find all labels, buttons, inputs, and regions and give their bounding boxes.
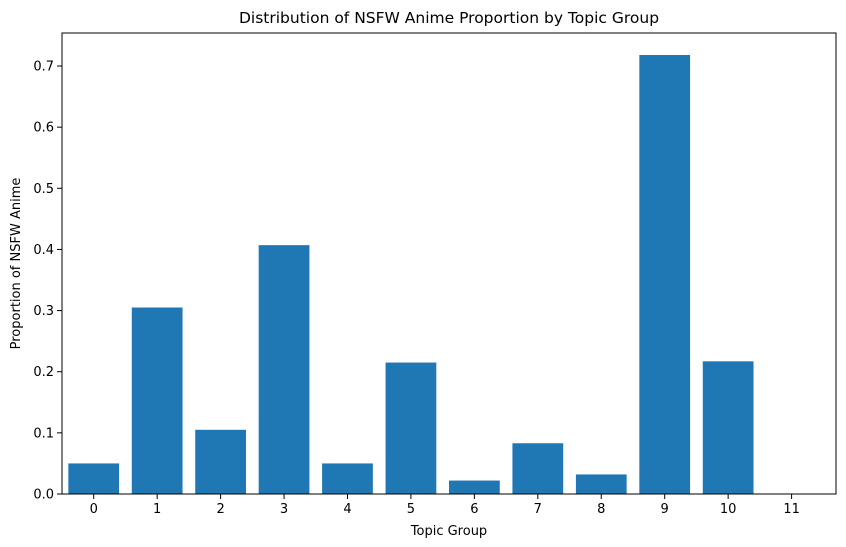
y-tick-label: 0.1	[33, 426, 54, 441]
x-tick-label: 3	[280, 502, 288, 517]
x-axis-label: Topic Group	[410, 524, 487, 539]
x-tick-label: 5	[407, 502, 415, 517]
bar-4	[322, 463, 373, 494]
bar-9	[639, 55, 691, 494]
y-tick-label: 0.5	[33, 182, 54, 197]
bar-0	[68, 463, 120, 494]
x-tick-label: 8	[597, 502, 605, 517]
chart-title: Distribution of NSFW Anime Proportion by…	[239, 9, 659, 27]
bar-2	[195, 429, 246, 494]
bar-7	[512, 443, 564, 494]
bar-1	[131, 307, 183, 494]
y-tick-label: 0.0	[33, 488, 54, 503]
y-tick-label: 0.6	[33, 121, 54, 136]
bar-10	[702, 361, 754, 494]
y-tick-label: 0.7	[33, 60, 54, 75]
x-tick-label: 9	[661, 502, 669, 517]
y-tick-label: 0.3	[33, 304, 54, 319]
x-tick-label: 2	[216, 502, 224, 517]
x-tick-label: 10	[720, 502, 737, 517]
bar-6	[449, 480, 500, 494]
bars-layer	[68, 55, 754, 494]
y-tick-label: 0.4	[33, 243, 54, 258]
y-tick-label: 0.2	[33, 365, 54, 380]
x-tick-label: 7	[534, 502, 542, 517]
bar-8	[575, 474, 627, 494]
ticks-layer: 0 1 2 3 4 5 6 7 8 9 10 11 0.0 0.1 0.2 0.3 0.4 0.5 0.6 0.7	[33, 60, 800, 517]
x-tick-label: 1	[153, 502, 161, 517]
bar-3	[258, 245, 310, 494]
y-axis-label: Proportion of NSFW Anime	[9, 178, 24, 350]
x-tick-label: 0	[90, 502, 98, 517]
x-tick-label: 6	[470, 502, 478, 517]
bar-5	[385, 362, 437, 494]
x-tick-label: 11	[783, 502, 800, 517]
plot-frame	[61, 32, 837, 495]
x-tick-label: 4	[343, 502, 351, 517]
